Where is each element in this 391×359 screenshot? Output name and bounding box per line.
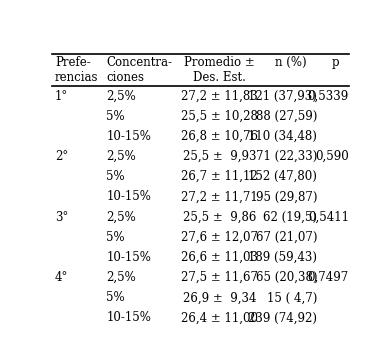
Text: 2°: 2°	[55, 150, 68, 163]
Text: 110 (34,48): 110 (34,48)	[248, 130, 317, 143]
Text: 0,590: 0,590	[315, 150, 349, 163]
Text: 27,2 ± 11,83: 27,2 ± 11,83	[181, 89, 258, 103]
Text: 189 (59,43): 189 (59,43)	[248, 251, 317, 264]
Text: 26,6 ± 11,03: 26,6 ± 11,03	[181, 251, 258, 264]
Text: n (%): n (%)	[275, 56, 307, 69]
Text: 0,7497: 0,7497	[308, 271, 349, 284]
Text: 26,8 ± 10,76: 26,8 ± 10,76	[181, 130, 258, 143]
Text: 88 (27,59): 88 (27,59)	[256, 110, 317, 123]
Text: 71 (22,33): 71 (22,33)	[256, 150, 317, 163]
Text: 27,2 ± 11,71: 27,2 ± 11,71	[181, 190, 258, 204]
Text: 10-15%: 10-15%	[106, 312, 151, 325]
Text: 2,5%: 2,5%	[106, 150, 136, 163]
Text: 5%: 5%	[106, 231, 125, 244]
Text: 3°: 3°	[55, 211, 68, 224]
Text: 10-15%: 10-15%	[106, 251, 151, 264]
Text: 65 (20,38): 65 (20,38)	[256, 271, 317, 284]
Text: 25,5 ±  9,86: 25,5 ± 9,86	[183, 211, 256, 224]
Text: 0,5339: 0,5339	[308, 89, 349, 103]
Text: 2,5%: 2,5%	[106, 89, 136, 103]
Text: 5%: 5%	[106, 291, 125, 304]
Text: Concentra-
ciones: Concentra- ciones	[106, 56, 172, 84]
Text: 62 (19,5): 62 (19,5)	[263, 211, 317, 224]
Text: 2,5%: 2,5%	[106, 271, 136, 284]
Text: 26,9 ±  9,34: 26,9 ± 9,34	[183, 291, 256, 304]
Text: 25,5 ± 10,28: 25,5 ± 10,28	[181, 110, 258, 123]
Text: 10-15%: 10-15%	[106, 190, 151, 204]
Text: 10-15%: 10-15%	[106, 130, 151, 143]
Text: 239 (74,92): 239 (74,92)	[248, 312, 317, 325]
Text: 0,5411: 0,5411	[308, 211, 349, 224]
Text: 152 (47,80): 152 (47,80)	[248, 170, 317, 183]
Text: 67 (21,07): 67 (21,07)	[256, 231, 317, 244]
Text: Prefe-
rencias: Prefe- rencias	[55, 56, 99, 84]
Text: 26,4 ± 11,00: 26,4 ± 11,00	[181, 312, 258, 325]
Text: 15 ( 4,7): 15 ( 4,7)	[267, 291, 317, 304]
Text: 4°: 4°	[55, 271, 68, 284]
Text: 5%: 5%	[106, 170, 125, 183]
Text: 2,5%: 2,5%	[106, 211, 136, 224]
Text: 5%: 5%	[106, 110, 125, 123]
Text: Promedio ±
Des. Est.: Promedio ± Des. Est.	[184, 56, 255, 84]
Text: 95 (29,87): 95 (29,87)	[256, 190, 317, 204]
Text: 121 (37,93): 121 (37,93)	[248, 89, 317, 103]
Text: 1°: 1°	[55, 89, 68, 103]
Text: p: p	[332, 56, 339, 69]
Text: 26,7 ± 11,12: 26,7 ± 11,12	[181, 170, 258, 183]
Text: 27,6 ± 12,07: 27,6 ± 12,07	[181, 231, 258, 244]
Text: 27,5 ± 11,67: 27,5 ± 11,67	[181, 271, 258, 284]
Text: 25,5 ±  9,93: 25,5 ± 9,93	[183, 150, 256, 163]
